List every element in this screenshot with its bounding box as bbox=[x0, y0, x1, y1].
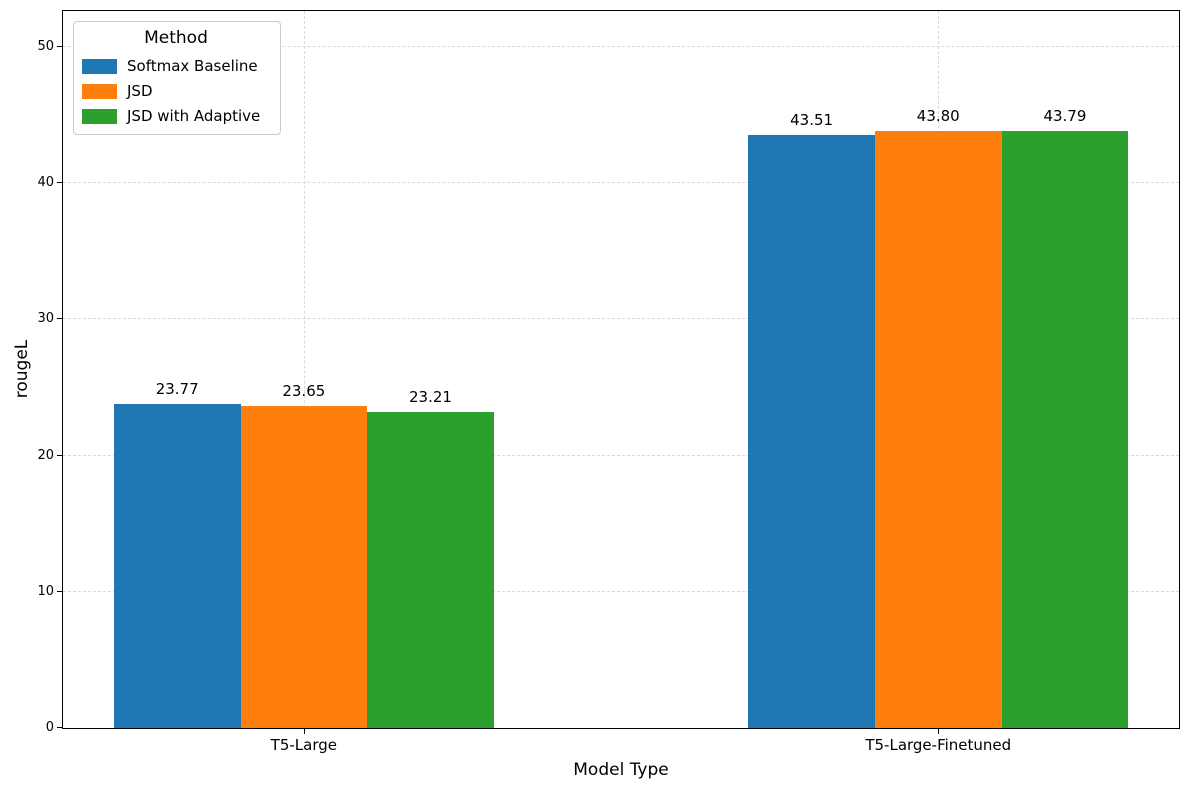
gridline-horizontal bbox=[63, 318, 1179, 320]
bar-value-label: 43.51 bbox=[790, 111, 834, 130]
y-axis-label: rougeL bbox=[12, 339, 32, 399]
bar-T5-Large-Finetuned-Softmax Baseline bbox=[748, 135, 875, 728]
y-tick-mark bbox=[57, 590, 62, 592]
y-tick-mark bbox=[57, 182, 62, 184]
y-tick-label: 10 bbox=[37, 583, 54, 599]
bar-T5-Large-Finetuned-JSD with Adaptive bbox=[1001, 131, 1129, 728]
x-tick-label-T5-Large: T5-Large bbox=[270, 736, 337, 754]
bar-value-label: 43.80 bbox=[916, 107, 960, 126]
legend-items: Softmax Baseline JSD JSD with Adaptive bbox=[82, 58, 270, 125]
y-tick-mark bbox=[57, 727, 62, 728]
y-tick-label: 50 bbox=[37, 38, 54, 54]
bar-value-label: 43.79 bbox=[1043, 107, 1087, 126]
y-tick-label: 30 bbox=[37, 311, 54, 327]
legend-item-JSD: JSD bbox=[82, 83, 270, 100]
legend-item-Softmax Baseline: Softmax Baseline bbox=[82, 58, 270, 75]
bar-value-label: 23.77 bbox=[155, 380, 199, 399]
y-tick-label: 20 bbox=[37, 447, 54, 463]
y-tick-mark bbox=[57, 45, 62, 47]
x-tick-mark bbox=[938, 729, 940, 734]
gridline-horizontal bbox=[63, 454, 1179, 456]
bar-T5-Large-Finetuned-JSD bbox=[874, 131, 1002, 728]
gridline-vertical bbox=[303, 11, 305, 728]
x-tick-mark bbox=[303, 729, 305, 734]
y-tick-mark bbox=[57, 318, 62, 320]
legend-swatch-icon bbox=[82, 109, 117, 124]
legend-swatch-icon bbox=[82, 84, 117, 99]
gridline-horizontal bbox=[63, 45, 1179, 47]
x-tick-label-T5-Large-Finetuned: T5-Large-Finetuned bbox=[865, 736, 1012, 754]
legend-title: Method bbox=[144, 28, 208, 48]
legend-item-label: JSD bbox=[127, 82, 153, 100]
y-tick-mark bbox=[57, 454, 62, 456]
legend-item-label: JSD with Adaptive bbox=[127, 107, 261, 125]
gridline-horizontal bbox=[63, 182, 1179, 184]
legend: Method Softmax Baseline JSD JSD with Adapt… bbox=[73, 21, 281, 135]
plot-area: 23.77 23.65 23.21 43.51 43.80 43.79 Method So… bbox=[62, 10, 1180, 729]
legend-swatch-icon bbox=[82, 59, 117, 74]
gridline-horizontal bbox=[63, 590, 1179, 592]
bar-T5-Large-Softmax Baseline bbox=[113, 404, 241, 728]
y-tick-label: 0 bbox=[45, 720, 54, 735]
y-tick-label: 40 bbox=[37, 175, 54, 191]
x-axis-label: Model Type bbox=[573, 760, 669, 780]
bar-value-label: 23.65 bbox=[282, 381, 326, 400]
bar-value-label: 23.21 bbox=[409, 387, 452, 406]
legend-item-JSD with Adaptive: JSD with Adaptive bbox=[82, 108, 270, 125]
bar-T5-Large-JSD with Adaptive bbox=[367, 411, 494, 728]
legend-item-label: Softmax Baseline bbox=[127, 57, 258, 75]
bar-T5-Large-JSD bbox=[240, 405, 368, 728]
